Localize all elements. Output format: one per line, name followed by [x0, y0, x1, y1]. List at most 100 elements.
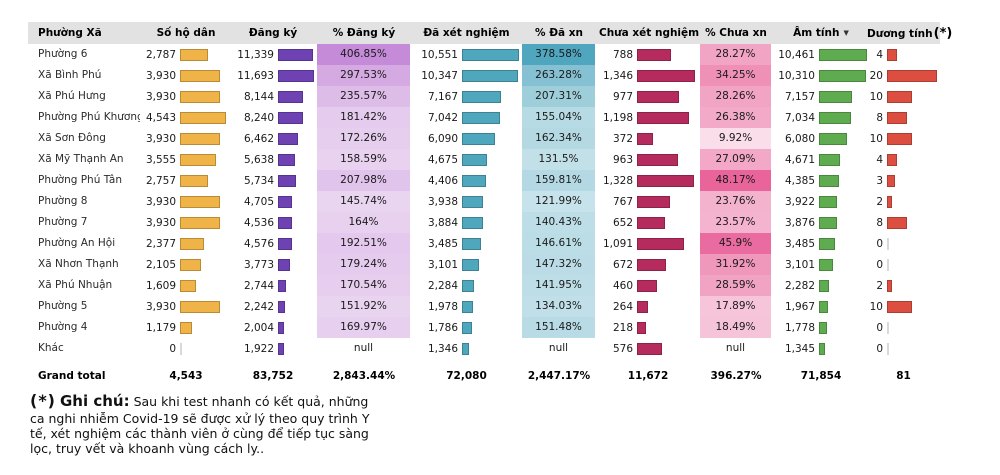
- footnote-text: Sau khi test nhanh có kết quả, những ca …: [30, 394, 370, 457]
- bar-track: [278, 342, 314, 355]
- ward-name: Phường An Hội: [38, 237, 116, 249]
- duong_tinh-cell: 0: [867, 317, 940, 338]
- value-label: 0: [876, 342, 883, 355]
- value-label: 672: [612, 258, 633, 271]
- chua_xn-cell: 460: [599, 275, 697, 296]
- value-label: 1,346: [427, 342, 458, 355]
- value-label: 1,967: [784, 300, 815, 313]
- chua_xn-cell: 1,346: [599, 65, 697, 86]
- value-label: 3,922: [784, 195, 815, 208]
- col-header-pct-chua-xn[interactable]: % Chưa xn: [705, 27, 767, 39]
- am_tinh-cell: 7,157: [775, 86, 867, 107]
- col-header-phuong-xa[interactable]: Phường Xã: [38, 27, 102, 39]
- value-label: 1,091: [602, 237, 633, 250]
- bar-track: [887, 237, 940, 250]
- da_xn-cell: 2,284: [414, 275, 519, 296]
- bar-track: [180, 258, 232, 271]
- value-label: 576: [612, 342, 633, 355]
- col-header-chua-xet-nghiem[interactable]: Chưa xét nghiệm: [599, 27, 700, 39]
- col-header-dang-ky[interactable]: Đăng ký: [248, 27, 298, 39]
- pct_dang_ky-cell: 297.53%: [314, 65, 414, 86]
- value-label: 2: [876, 195, 883, 208]
- value-label: 4,671: [784, 153, 815, 166]
- pct_dang_ky-cell: 235.57%: [314, 86, 414, 107]
- dang_ky-bar: [278, 342, 284, 355]
- bar-track: [278, 216, 314, 229]
- da_xn-bar: [462, 279, 475, 292]
- dang_ky-bar: [278, 111, 304, 124]
- col-header-da-xet-nghiem[interactable]: Đã xét nghiệm: [423, 27, 510, 39]
- dang_ky-bar: [278, 174, 296, 187]
- so_ho_dan-bar: [180, 48, 209, 61]
- grand-total-so-ho-dan: 4,543: [169, 370, 203, 382]
- bar-track: [462, 279, 519, 292]
- duong_tinh-bar: [887, 153, 897, 166]
- grand-total-pct-da-xn: 2,447.17%: [527, 370, 591, 382]
- value-label: 2,242: [243, 300, 274, 313]
- da_xn-cell: 1,786: [414, 317, 519, 338]
- bar-track: [462, 48, 519, 61]
- pct_chua_xn-cell: 23.76%: [697, 191, 775, 212]
- value-label: 3,930: [145, 69, 176, 82]
- am_tinh-cell: 10,461: [775, 44, 867, 65]
- bar-track: [887, 111, 940, 124]
- am_tinh-cell: 7,034: [775, 107, 867, 128]
- value-label: 11,339: [237, 48, 274, 61]
- duong_tinh-cell: 10: [867, 86, 940, 107]
- bar-track: [819, 132, 867, 145]
- da_xn-bar: [462, 69, 518, 82]
- table-header: Phường Xã Số hộ dân Đăng ký % Đăng ký Đã…: [28, 22, 952, 44]
- value-label: 10: [869, 300, 883, 313]
- dang_ky-cell: 2,004: [232, 317, 314, 338]
- da_xn-cell: 1,978: [414, 296, 519, 317]
- so_ho_dan-bar: [180, 111, 226, 124]
- pct_dang_ky-cell: 164%: [314, 212, 414, 233]
- so_ho_dan-bar: [180, 258, 202, 271]
- so_ho_dan-bar: [180, 300, 220, 313]
- value-label: 977: [612, 90, 633, 103]
- am_tinh-bar: [819, 69, 867, 82]
- value-label: 1,328: [602, 174, 633, 187]
- pct_dang_ky-cell: 172.26%: [314, 128, 414, 149]
- duong_tinh-cell: 8: [867, 107, 940, 128]
- da_xn-bar: [462, 153, 488, 166]
- dang_ky-bar: [278, 69, 314, 82]
- col-header-pct-dang-ky[interactable]: % Đăng ký: [332, 27, 396, 39]
- col-header-am-tinh[interactable]: Âm tính ▼: [775, 27, 867, 39]
- value-label: 5,734: [243, 174, 274, 187]
- value-label: 7,042: [427, 111, 458, 124]
- value-label: 2,377: [145, 237, 176, 250]
- bar-track: [819, 174, 867, 187]
- ward-name: Xã Nhơn Thạnh: [38, 258, 119, 270]
- grand-total-da-xet-nghiem: 72,080: [446, 370, 487, 382]
- so_ho_dan-cell: 2,105: [140, 254, 232, 275]
- bar-track: [278, 153, 314, 166]
- dang_ky-bar: [278, 195, 293, 208]
- col-header-duong-tinh[interactable]: Dương tính(*): [867, 26, 952, 41]
- chua_xn-bar: [637, 132, 654, 145]
- value-label: 0: [876, 258, 883, 271]
- am_tinh-bar: [819, 237, 835, 250]
- bar-track: [887, 132, 940, 145]
- value-label: 8,240: [243, 111, 274, 124]
- col-header-pct-da-xn[interactable]: % Đã xn: [535, 27, 583, 39]
- bar-track: [180, 111, 232, 124]
- value-label: 8: [876, 111, 883, 124]
- am_tinh-cell: 2,282: [775, 275, 867, 296]
- col-header-so-ho-dan[interactable]: Số hộ dân: [156, 27, 216, 39]
- grand-total-pct-chua-xn: 396.27%: [710, 370, 762, 382]
- value-label: 2,284: [427, 279, 458, 292]
- am_tinh-cell: 1,778: [775, 317, 867, 338]
- so_ho_dan-cell: 3,930: [140, 128, 232, 149]
- value-label: 4,543: [145, 111, 176, 124]
- so_ho_dan-bar: [180, 321, 192, 334]
- table-row: Phường 6 2,787 11,339 406.85% 10,551 378.58% 7…: [28, 44, 940, 65]
- bar-track: [278, 258, 314, 271]
- so_ho_dan-cell: 3,930: [140, 296, 232, 317]
- value-label: 1,346: [602, 69, 633, 82]
- bar-track: [819, 342, 867, 355]
- chua_xn-cell: 264: [599, 296, 697, 317]
- dang_ky-bar: [278, 300, 285, 313]
- dang_ky-cell: 4,576: [232, 233, 314, 254]
- sort-descending-icon[interactable]: ▼: [843, 29, 849, 37]
